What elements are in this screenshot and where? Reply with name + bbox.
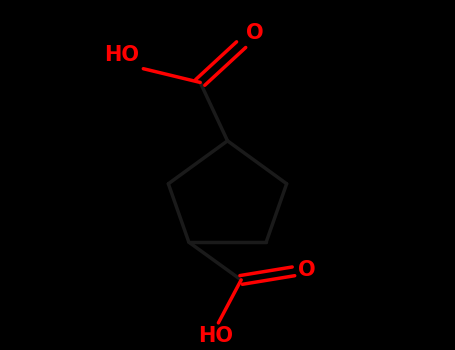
Text: O: O — [246, 23, 263, 43]
Text: HO: HO — [199, 326, 233, 346]
Text: HO: HO — [104, 45, 139, 65]
Text: O: O — [298, 260, 316, 280]
